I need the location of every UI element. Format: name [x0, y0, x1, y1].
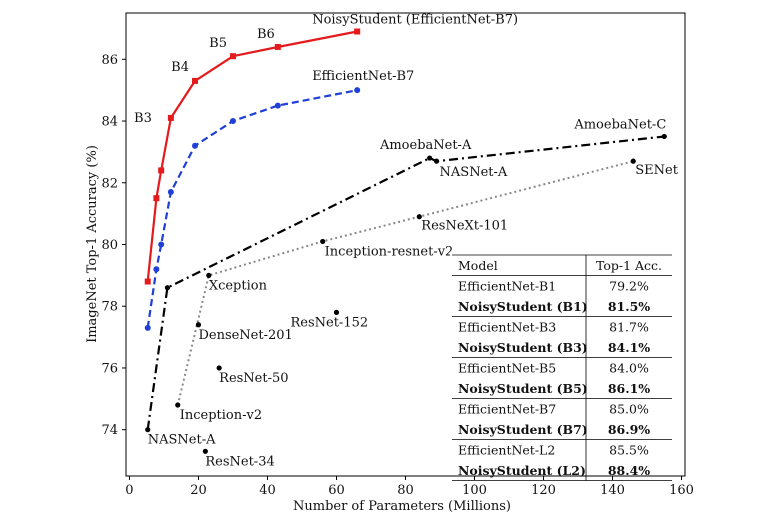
series-line-nas — [146, 135, 665, 430]
point-label: EfficientNet-B7 — [312, 69, 414, 84]
data-point-noisy — [153, 195, 160, 202]
series-layer — [146, 30, 665, 430]
point-label: ResNet-152 — [290, 315, 368, 330]
data-point-incep — [416, 214, 422, 220]
table-cell-acc: 86.1% — [608, 381, 650, 396]
series-line-incep — [176, 160, 634, 406]
y-tick-label: 78 — [101, 300, 118, 315]
point-label: NASNet-A — [440, 165, 508, 180]
point-label: AmoebaNet-C — [573, 117, 666, 132]
point-label: Inception-resnet-v2 — [325, 244, 454, 259]
y-tick-label: 76 — [101, 361, 118, 376]
table-cell-model: EfficientNet-B1 — [458, 279, 556, 294]
data-point-noisy — [167, 114, 174, 121]
table-cell-acc: 84.0% — [609, 361, 649, 376]
y-tick-label: 74 — [101, 423, 118, 438]
point-label: SENet — [635, 163, 678, 178]
point-label: NASNet-A — [148, 433, 216, 448]
data-point-effnet — [274, 102, 281, 109]
x-tick-label: 140 — [600, 483, 625, 498]
data-point-standalone — [202, 448, 208, 454]
data-point-effnet — [229, 118, 236, 125]
point-label: ResNeXt-101 — [421, 219, 508, 234]
point-label: DenseNet-201 — [198, 328, 292, 343]
table-cell-model: NoisyStudent (L2) — [458, 463, 586, 478]
data-point-effnet — [167, 189, 174, 196]
point-label: ResNet-50 — [219, 371, 288, 386]
table-cell-model: NoisyStudent (B7) — [458, 422, 588, 437]
table-cell-model: EfficientNet-B5 — [458, 361, 556, 376]
data-point-noisy — [144, 278, 151, 285]
point-label: ResNet-34 — [205, 454, 274, 469]
x-axis-title: Number of Parameters (Millions) — [293, 499, 511, 514]
table-header-acc: Top-1 Acc. — [596, 258, 662, 273]
point-label: AmoebaNet-A — [379, 138, 472, 153]
data-point-noisy — [158, 167, 165, 174]
data-point-effnet — [153, 266, 160, 273]
table-cell-model: NoisyStudent (B5) — [458, 381, 588, 396]
x-tick-label: 100 — [462, 483, 487, 498]
table-background — [450, 252, 672, 467]
x-tick-label: 20 — [190, 483, 207, 498]
data-point-effnet — [354, 87, 361, 94]
table-cell-model: NoisyStudent (B1) — [458, 299, 588, 314]
y-tick-label: 82 — [101, 176, 118, 191]
table-cell-model: EfficientNet-B3 — [458, 320, 556, 335]
axis-ticks: 0 20 40 60 80 100 120 140 160 74 76 78 80 82 84 86 — [101, 53, 694, 498]
y-axis-title: ImageNet Top-1 Accuracy (%) — [85, 145, 100, 343]
table-cell-acc: 81.5% — [608, 299, 650, 314]
data-point-incep — [320, 238, 326, 245]
data-point-nas — [661, 133, 667, 140]
x-tick-label: 40 — [259, 483, 276, 498]
data-point-incep — [206, 272, 212, 278]
data-point-noisy — [192, 77, 199, 84]
data-point-effnet — [158, 241, 165, 248]
data-point-standalone — [216, 365, 222, 371]
point-label: Inception-v2 — [180, 408, 262, 423]
x-tick-label: 80 — [397, 483, 414, 498]
point-label: B5 — [209, 36, 227, 51]
table-cell-acc: 84.1% — [608, 340, 650, 355]
data-point-incep — [630, 158, 636, 164]
table-cell-acc: 79.2% — [609, 279, 649, 294]
data-point-standalone — [333, 309, 340, 316]
y-tick-label: 86 — [101, 53, 118, 68]
data-point-incep — [175, 402, 181, 408]
data-point-noisy — [229, 53, 236, 60]
table-cell-acc: 88.4% — [608, 463, 650, 478]
data-point-standalone — [195, 322, 202, 328]
y-tick-label: 84 — [101, 115, 118, 130]
table-cell-acc: 86.9% — [608, 422, 650, 437]
table-cell-model: NoisyStudent (B3) — [458, 340, 588, 355]
point-label: B3 — [134, 111, 152, 126]
table-cell-acc: 85.0% — [609, 402, 649, 417]
results-table: Model Top-1 Acc. EfficientNet-B1 79.2% Noisy… — [450, 252, 672, 481]
data-point-noisy — [274, 43, 281, 50]
table-header-model: Model — [458, 258, 498, 273]
point-label: Xception — [209, 278, 268, 293]
points-layer — [144, 28, 667, 454]
point-labels-layer: B3 B4 B5 B6 NASNet-A AmoebaNet-A NASNet-A Amoeb… — [134, 13, 679, 470]
point-label: B6 — [257, 27, 275, 42]
table-cell-model: EfficientNet-B7 — [458, 402, 556, 417]
table-cell-acc: 81.7% — [609, 320, 649, 335]
x-tick-label: 120 — [531, 483, 556, 498]
data-point-effnet — [192, 142, 199, 149]
data-point-effnet — [144, 324, 151, 331]
data-point-nas — [427, 155, 433, 161]
data-point-nas — [164, 285, 171, 291]
x-tick-label: 0 — [125, 483, 133, 498]
table-cell-acc: 85.5% — [609, 443, 649, 458]
y-tick-label: 80 — [101, 238, 118, 253]
data-point-nas — [433, 158, 440, 164]
table-cell-model: EfficientNet-L2 — [458, 443, 555, 458]
point-label: NoisyStudent (EfficientNet-B7) — [312, 13, 518, 28]
data-point-noisy — [354, 28, 361, 35]
data-point-nas — [145, 427, 151, 433]
series-line-noisy — [146, 30, 358, 282]
x-tick-label: 60 — [328, 483, 345, 498]
point-label: B4 — [171, 60, 189, 75]
x-tick-label: 160 — [669, 483, 694, 498]
